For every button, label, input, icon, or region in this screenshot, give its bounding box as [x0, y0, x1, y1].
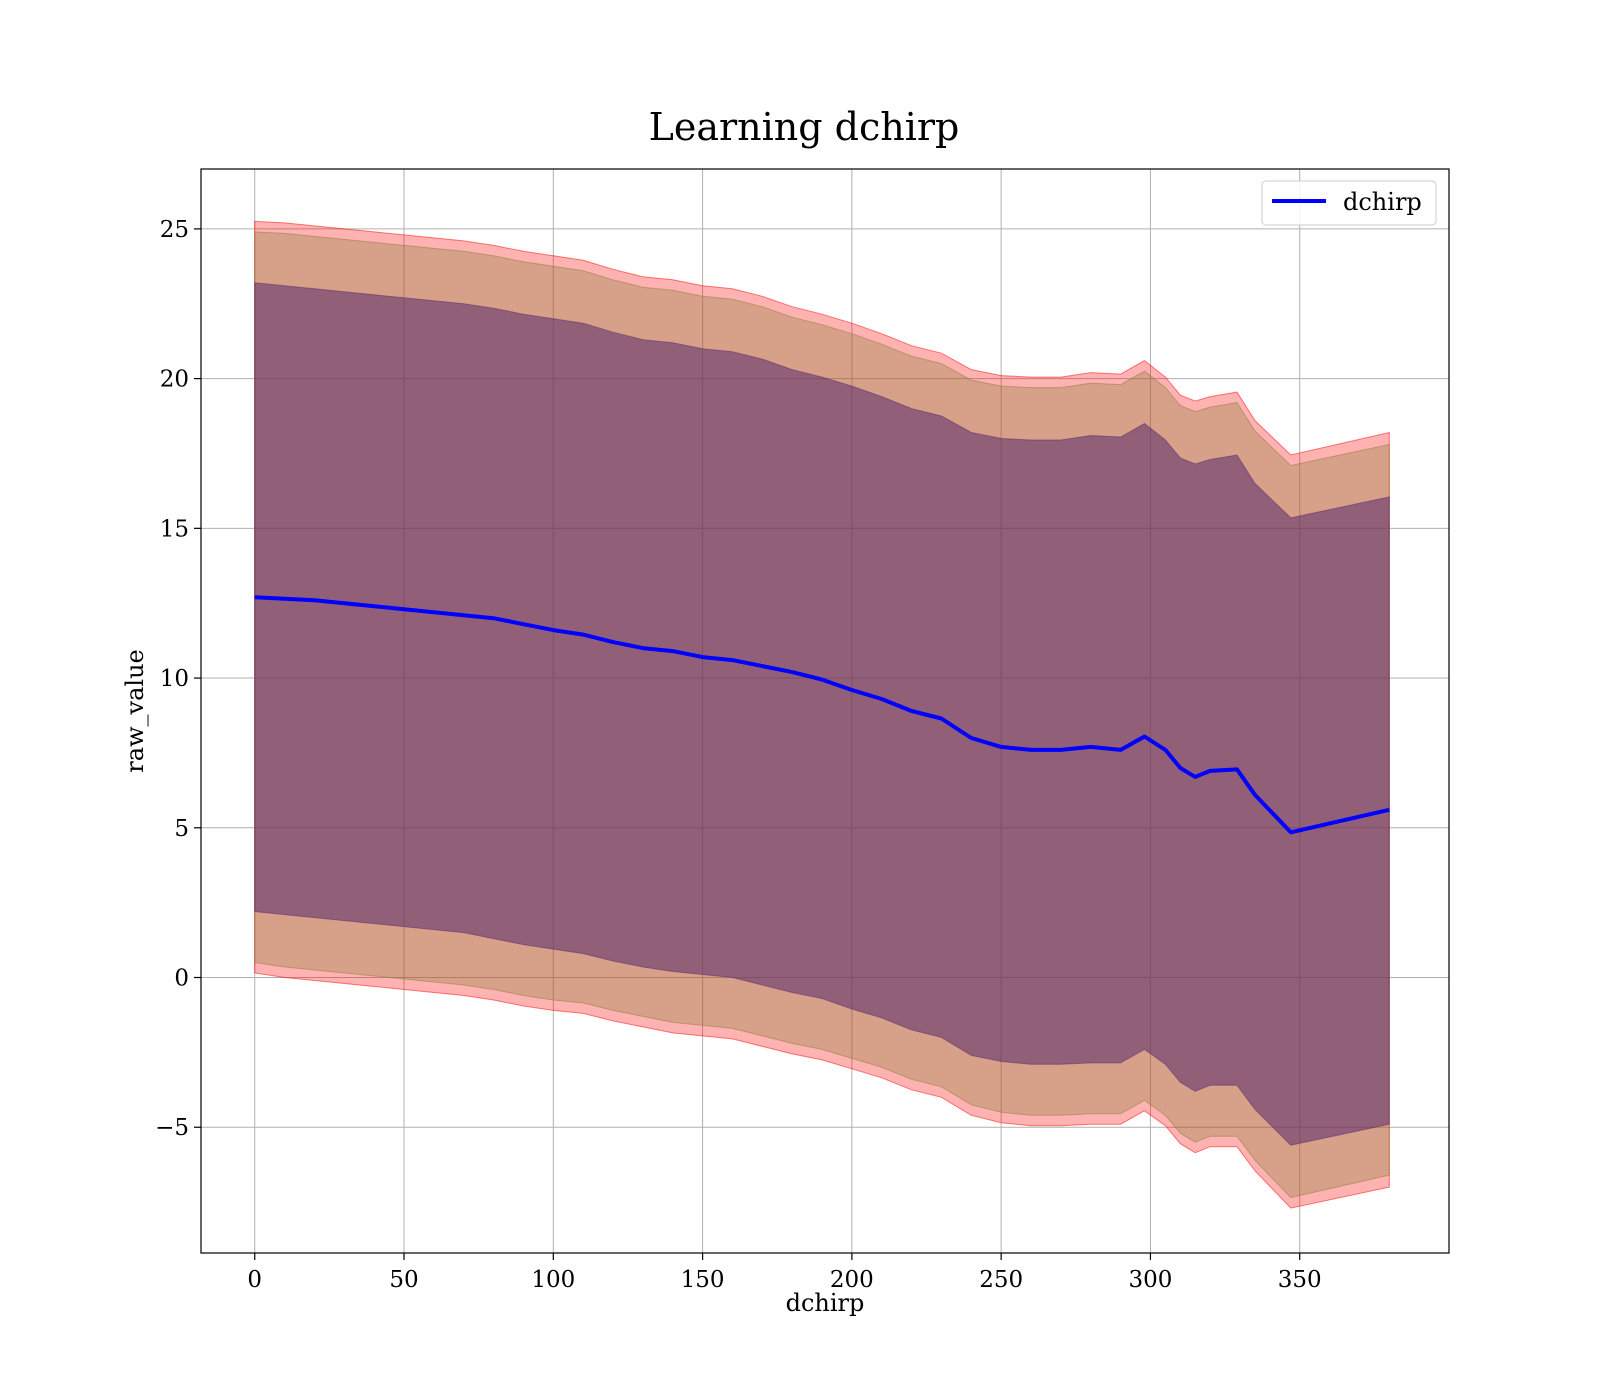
legend-label-dchirp: dchirp	[1343, 188, 1422, 216]
x-tick-label: 200	[830, 1267, 874, 1293]
bands	[254, 220, 1390, 1209]
series-line-dchirp	[254, 595, 1390, 835]
y-tick-label: 5	[174, 816, 189, 842]
series	[254, 595, 1390, 835]
y-tick-label: −5	[155, 1115, 189, 1141]
plot-frame	[200, 168, 1450, 1254]
x-tick-label: 100	[531, 1267, 575, 1293]
y-ticks: −5 0 5 10 15 20 25	[155, 217, 201, 1141]
y-tick-label: 15	[160, 516, 189, 542]
y-tick-label: 20	[160, 367, 189, 393]
x-tick-label: 350	[1278, 1267, 1322, 1293]
band-inner	[254, 282, 1390, 1146]
x-tick-label: 0	[247, 1267, 262, 1293]
legend-box	[1261, 180, 1437, 226]
x-axis-label: dchirp	[786, 1289, 865, 1317]
chart-title: Learning dchirp	[649, 105, 960, 149]
legend: dchirp	[1261, 180, 1437, 226]
x-tick-label: 250	[979, 1267, 1023, 1293]
y-axis-label: raw_value	[121, 649, 149, 773]
x-ticks: 0 50 100 150 200 250 300 350	[247, 1253, 1322, 1293]
x-tick-label: 50	[389, 1267, 418, 1293]
y-tick-label: 25	[160, 217, 189, 243]
x-tick-label: 300	[1128, 1267, 1172, 1293]
x-tick-label: 150	[681, 1267, 725, 1293]
y-tick-label: 0	[174, 966, 189, 992]
y-tick-label: 10	[160, 666, 189, 692]
